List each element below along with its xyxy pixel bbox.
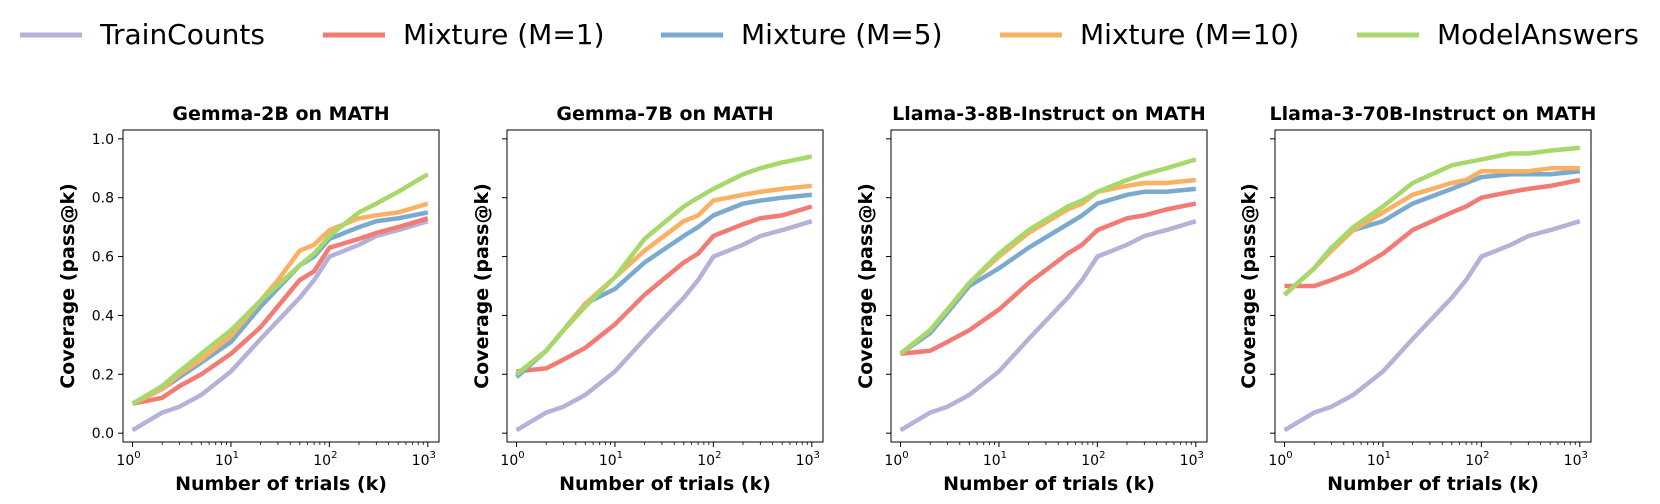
legend-item-traincounts: TrainCounts: [20, 18, 265, 51]
y-tick-label: 0.4: [92, 308, 114, 324]
plot-frame: [890, 129, 1208, 443]
y-tick-label: 1.0: [92, 132, 114, 148]
x-axis-label: Number of trials (k): [943, 473, 1155, 495]
series-line-mixture-m-10: [131, 201, 429, 406]
series-line-modelanswers: [131, 172, 429, 406]
x-tick-label: 100: [116, 450, 140, 469]
series-line-modelanswers: [899, 157, 1197, 356]
legend-item-mixture-m-1: Mixture (M=1): [323, 18, 605, 51]
chart-panel-4: Llama-3-70B-Instruct on MATH 100 101 102 103…: [1238, 103, 1596, 495]
plot-frame: [122, 129, 440, 443]
x-tick-label: 102: [697, 450, 721, 469]
y-tick-label: 0.2: [92, 367, 114, 383]
x-tick-label: 101: [599, 450, 623, 469]
series-line-traincounts: [131, 219, 429, 433]
x-axis-label: Number of trials (k): [1327, 473, 1539, 495]
y-axis-label: Coverage (pass@k): [57, 183, 79, 389]
series-line-modelanswers: [515, 154, 813, 377]
legend-label: Mixture (M=10): [1080, 18, 1299, 51]
legend: TrainCounts Mixture (M=1) Mixture (M=5) Mix…: [20, 18, 1639, 51]
series-line-mixture-m-1: [516, 204, 813, 374]
y-axis-label: Coverage (pass@k): [1238, 183, 1260, 389]
chart-panel-2: Gemma-7B on MATH 100 101 102 103 Number of tr…: [471, 103, 824, 495]
series-line-traincounts: [515, 219, 813, 433]
x-tick-label: 102: [1465, 450, 1489, 469]
series-line-modelanswers: [1283, 145, 1581, 297]
chart-title: Gemma-2B on MATH: [172, 103, 389, 125]
chart-panels: Gemma-2B on MATH 0.0 0.2 0.4 0.6 0.8 1.0 100 101…: [57, 103, 1596, 495]
x-tick-label: 103: [796, 450, 820, 469]
series-line-mixture-m-1: [900, 201, 1197, 356]
series-line-mixture-m-1: [132, 216, 429, 406]
legend-label: Mixture (M=1): [403, 18, 605, 51]
chart-panel-3: Llama-3-8B-Instruct on MATH 100 101 102 103 N…: [855, 103, 1208, 495]
y-axis-label: Coverage (pass@k): [855, 183, 877, 389]
chart-title: Llama-3-8B-Instruct on MATH: [892, 103, 1206, 125]
plot-frame: [506, 129, 824, 443]
x-axis-label: Number of trials (k): [175, 473, 387, 495]
x-tick-label: 100: [884, 450, 908, 469]
y-tick-label: 0.8: [92, 191, 114, 207]
x-tick-label: 100: [500, 450, 524, 469]
series-line-traincounts: [1283, 219, 1581, 433]
x-tick-label: 101: [215, 450, 239, 469]
y-axis-label: Coverage (pass@k): [471, 183, 493, 389]
x-tick-label: 102: [1081, 450, 1105, 469]
legend-item-mixture-m-5: Mixture (M=5): [661, 18, 943, 51]
y-tick-label: 0.6: [92, 250, 114, 266]
legend-label: TrainCounts: [99, 18, 265, 51]
y-tick-label: 0.0: [92, 426, 114, 442]
chart-title: Gemma-7B on MATH: [556, 103, 773, 125]
x-tick-label: 100: [1268, 450, 1292, 469]
x-tick-label: 102: [313, 450, 337, 469]
legend-item-mixture-m-10: Mixture (M=10): [1000, 18, 1299, 51]
x-tick-label: 103: [1564, 450, 1588, 469]
x-tick-label: 101: [1367, 450, 1391, 469]
legend-item-modelanswers: ModelAnswers: [1357, 18, 1639, 51]
legend-label: ModelAnswers: [1437, 18, 1639, 51]
x-axis-label: Number of trials (k): [559, 473, 771, 495]
series-line-traincounts: [899, 219, 1197, 433]
series-line-mixture-m-1: [1284, 177, 1581, 289]
x-tick-label: 103: [1180, 450, 1204, 469]
chart-panel-1: Gemma-2B on MATH 0.0 0.2 0.4 0.6 0.8 1.0 100 101…: [57, 103, 440, 495]
chart-title: Llama-3-70B-Instruct on MATH: [1270, 103, 1597, 125]
x-tick-label: 103: [412, 450, 436, 469]
plot-frame: [1274, 129, 1592, 443]
legend-label: Mixture (M=5): [741, 18, 943, 51]
x-tick-label: 101: [983, 450, 1007, 469]
